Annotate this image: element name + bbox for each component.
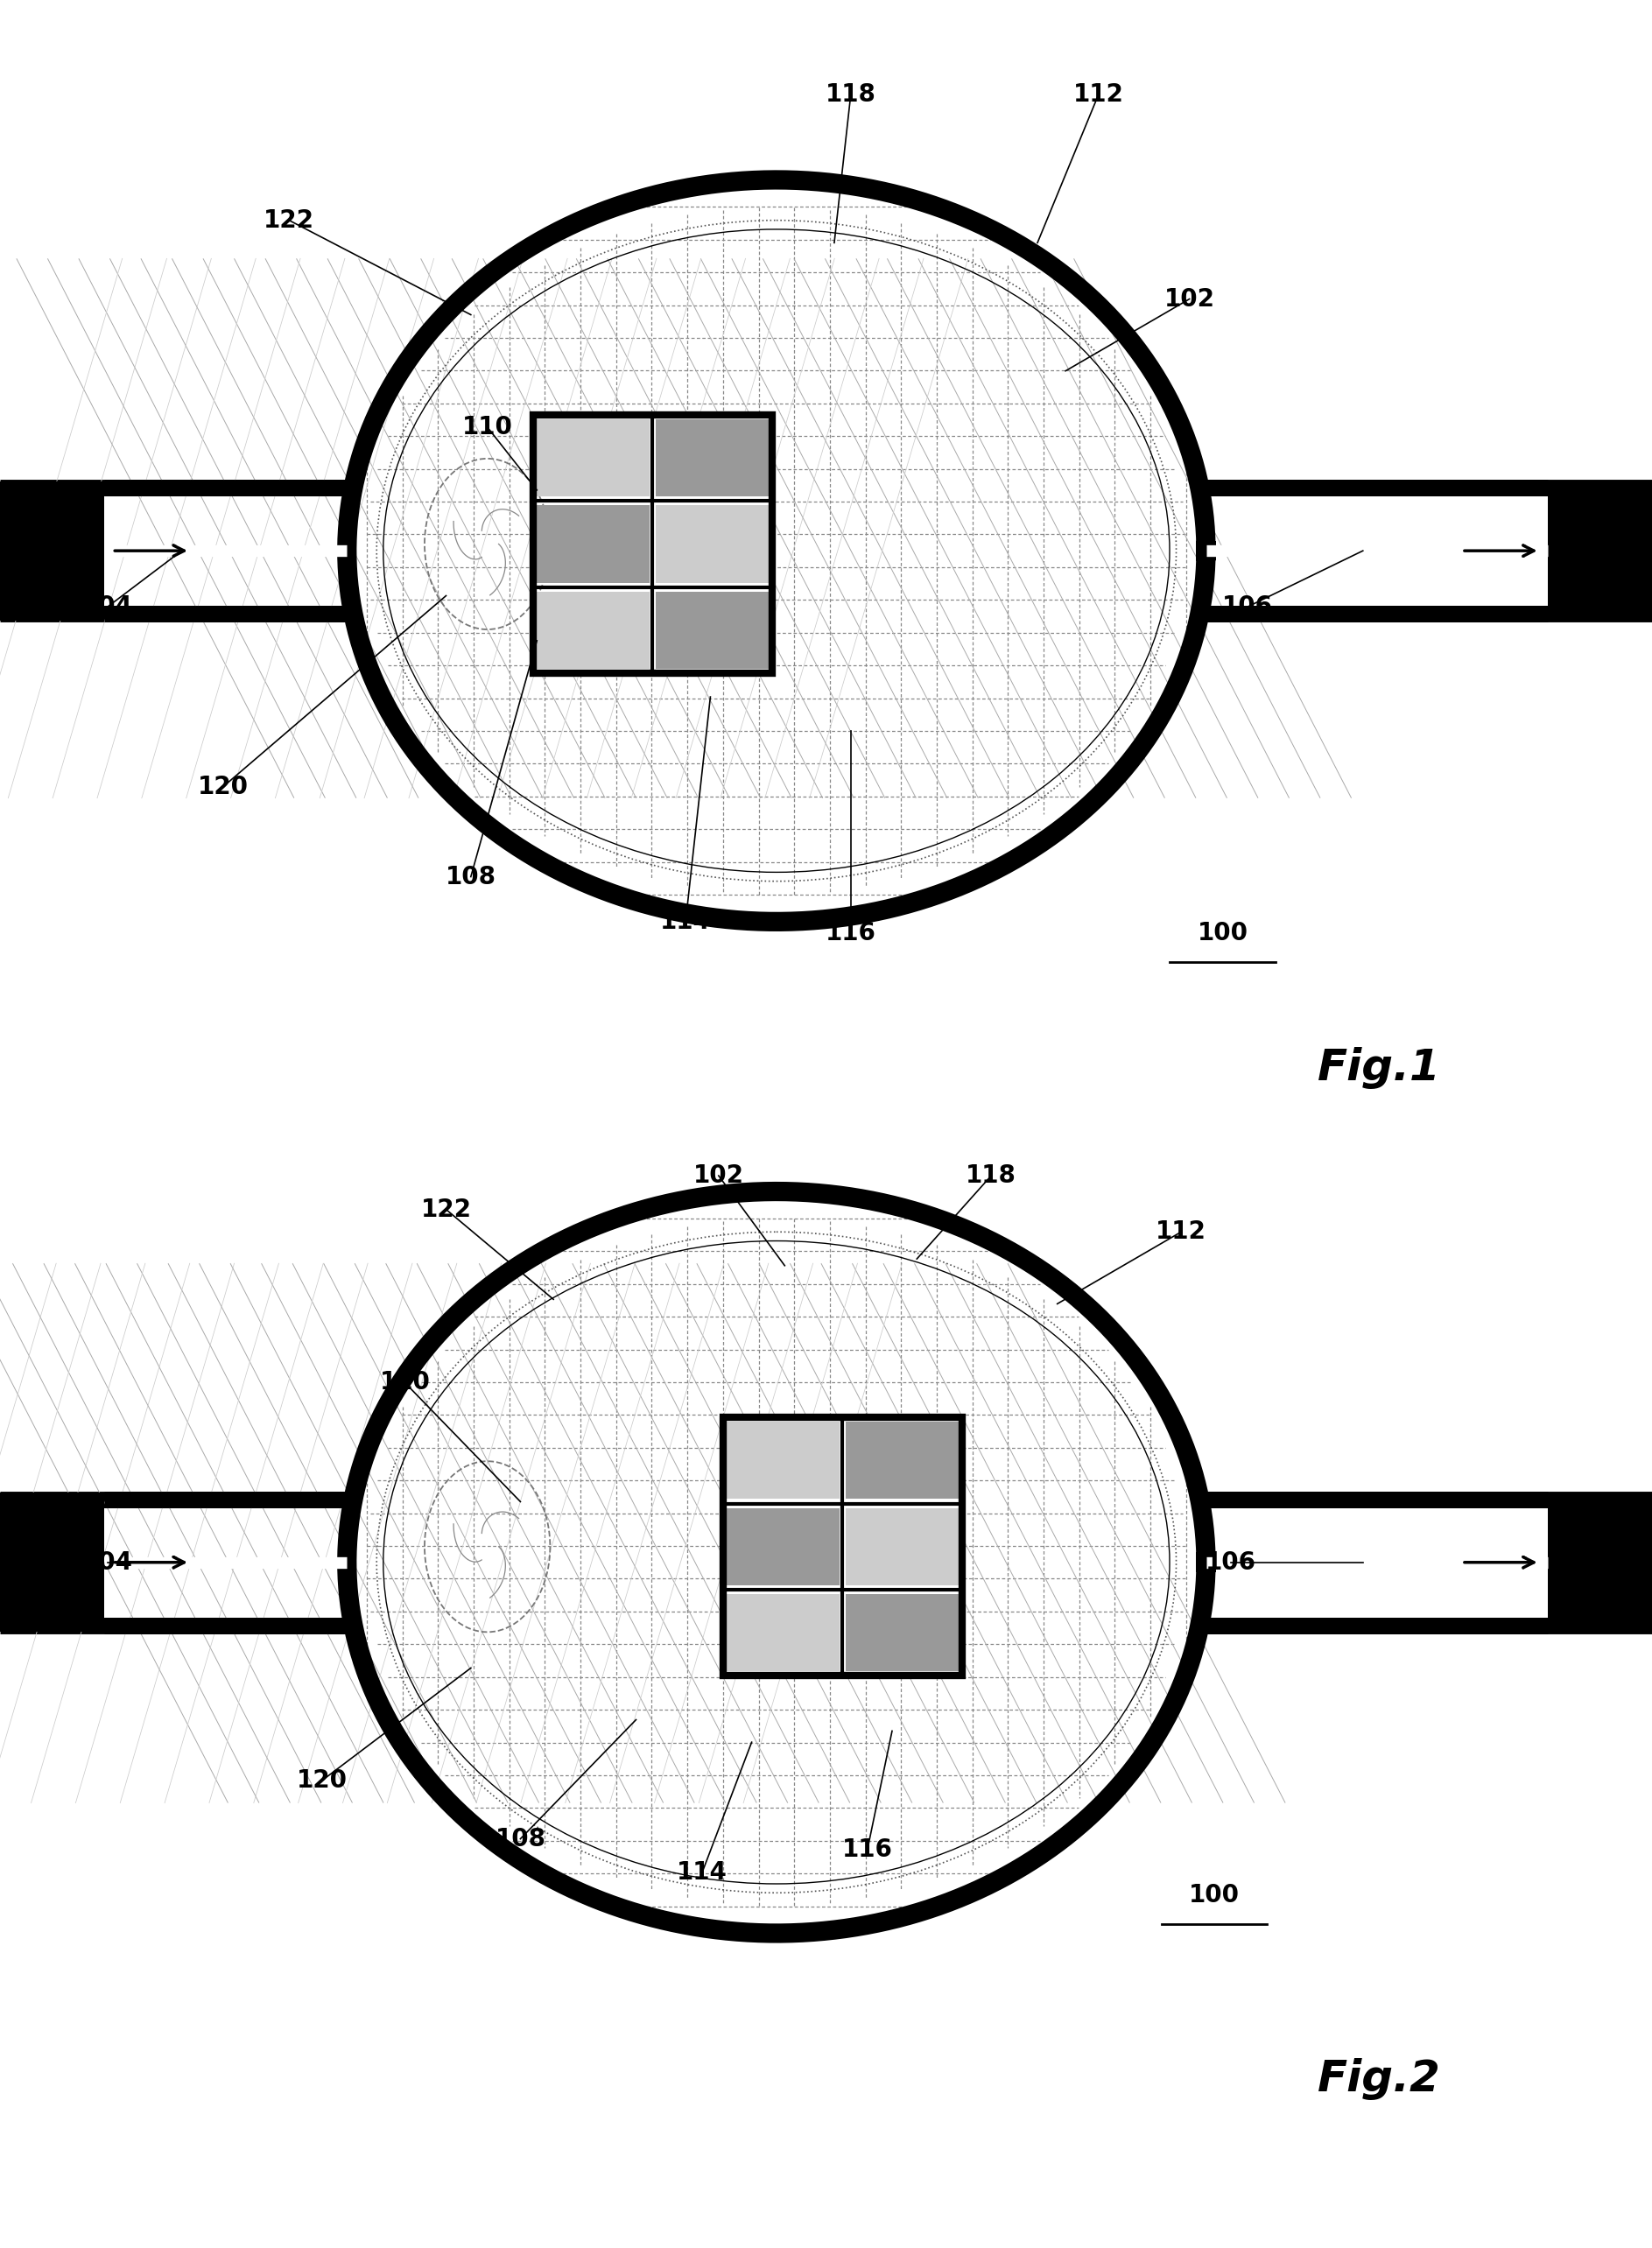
Text: 110: 110 [380,1371,430,1394]
Text: 100: 100 [1198,922,1247,944]
Bar [1550,1495,1652,1630]
Ellipse shape [347,180,1206,922]
Text: 112: 112 [1156,1221,1206,1243]
Bar [1550,483,1652,618]
Text: 104: 104 [83,596,132,618]
Text: 108: 108 [496,1828,545,1850]
Bar [1548,1493,1652,1632]
Bar [846,1508,958,1585]
Bar [532,414,773,672]
Text: 120: 120 [198,776,248,798]
Text: 118: 118 [826,83,876,106]
Text: 106: 106 [1222,596,1272,618]
Text: Fig.1: Fig.1 [1318,1048,1441,1088]
Text: 120: 120 [297,1769,347,1792]
Bar [656,506,770,582]
Bar [727,1421,839,1499]
Bar [535,506,649,582]
Ellipse shape [347,1191,1206,1933]
Bar [656,418,770,497]
Bar [0,483,102,618]
Bar [0,481,104,620]
Bar [0,1495,102,1630]
Text: 112: 112 [1074,83,1123,106]
Text: 100: 100 [1189,1884,1239,1906]
Text: 122: 122 [264,209,314,232]
Text: 122: 122 [421,1198,471,1221]
Bar [724,1416,961,1675]
Text: 110: 110 [463,416,512,438]
Bar [727,1508,839,1585]
Text: 114: 114 [661,910,710,933]
Bar [724,1416,961,1675]
Bar [535,591,649,670]
Text: 106: 106 [1206,1551,1256,1574]
Text: 114: 114 [677,1861,727,1884]
Bar [1548,481,1652,620]
Text: Fig.2: Fig.2 [1318,2059,1441,2100]
Text: 108: 108 [446,865,496,888]
Text: 104: 104 [83,1551,132,1574]
Bar [0,1493,104,1632]
Bar [846,1421,958,1499]
Text: 118: 118 [966,1164,1016,1187]
Text: 102: 102 [694,1164,743,1187]
Bar [535,418,649,497]
Text: 102: 102 [1165,288,1214,310]
Bar [656,591,770,670]
Bar [846,1594,958,1670]
Bar [532,414,773,672]
Text: 116: 116 [826,922,876,944]
Bar [727,1594,839,1670]
Text: 116: 116 [843,1839,892,1861]
